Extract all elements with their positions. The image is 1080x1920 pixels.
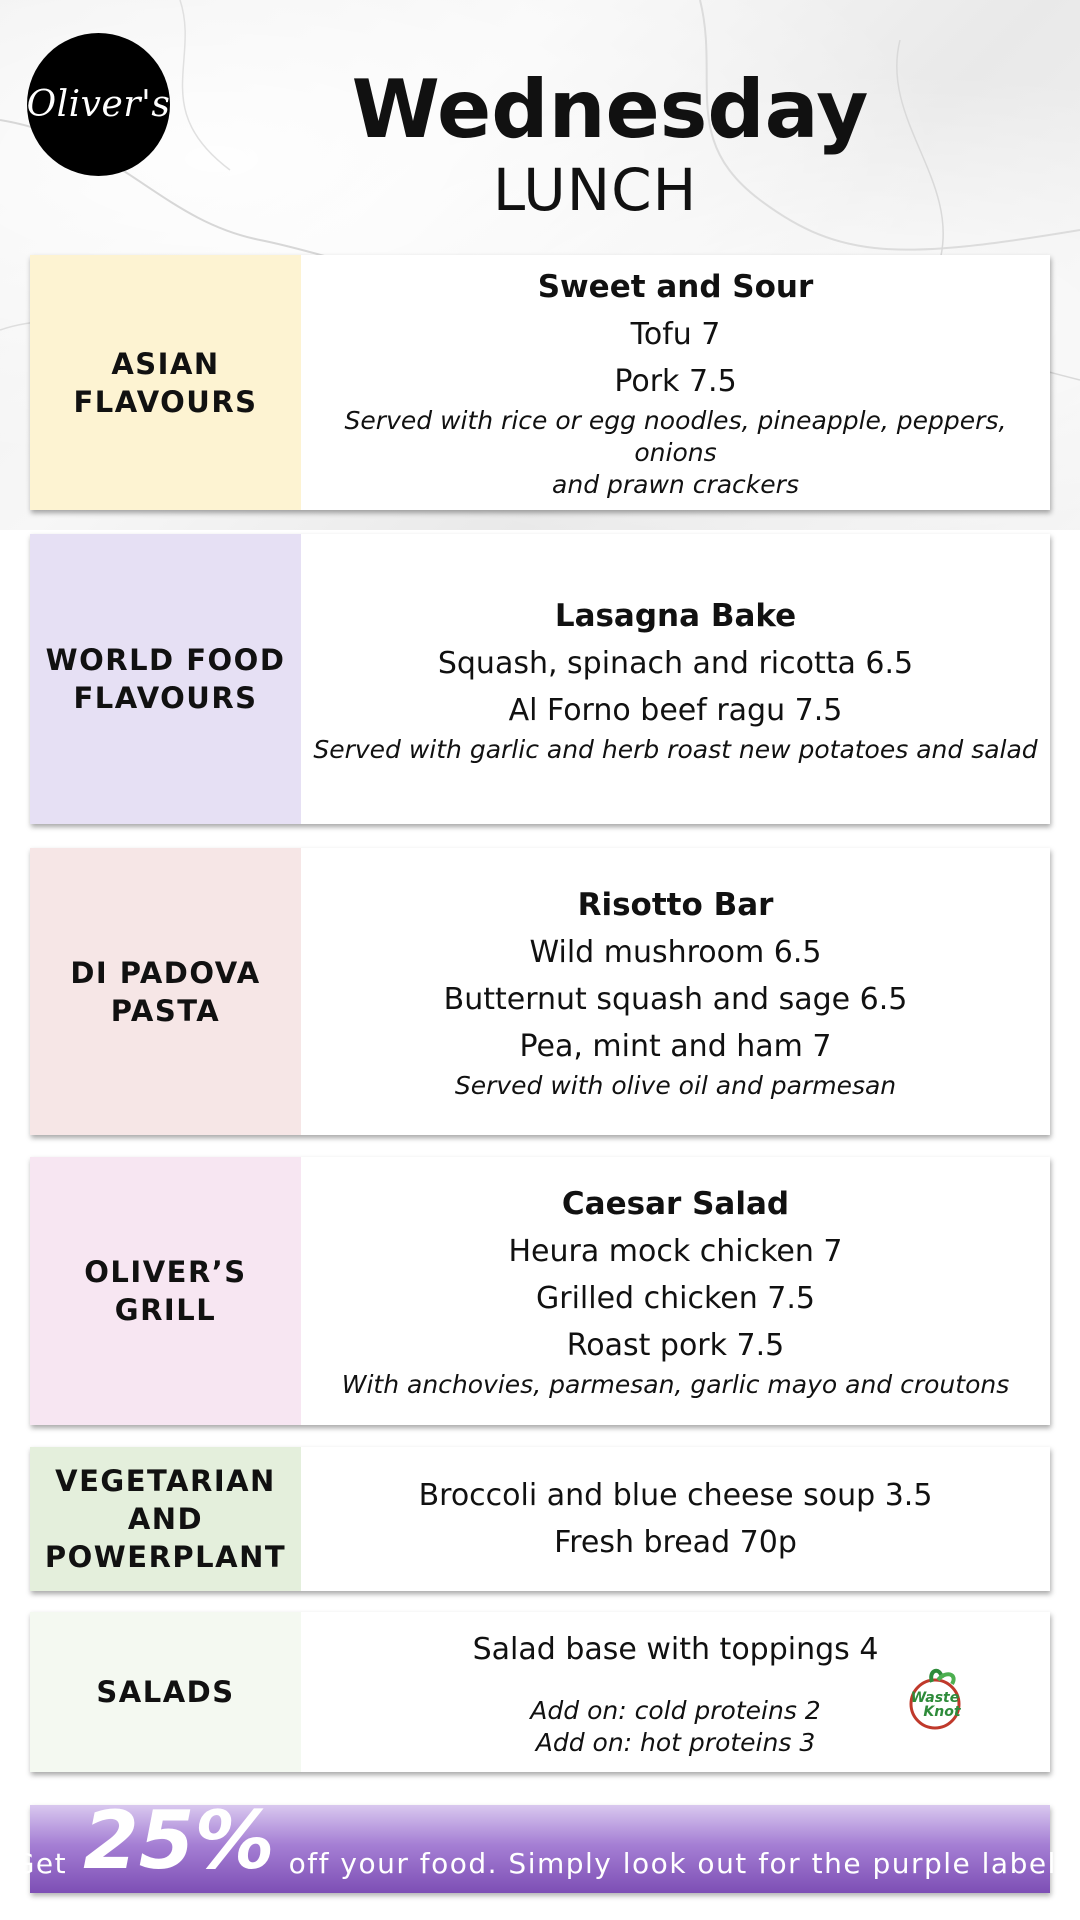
menu-item: Tofu 7 xyxy=(630,317,721,352)
page-subtitle: LUNCH xyxy=(492,156,698,224)
section-items: Risotto Bar Wild mushroom 6.5 Butternut … xyxy=(301,848,1050,1135)
menu-note: Served with olive oil and parmesan xyxy=(454,1070,897,1100)
section-items: Sweet and Sour Tofu 7 Pork 7.5 Served wi… xyxy=(301,255,1050,510)
menu-section-grill: OLIVER’S GRILL Caesar Salad Heura mock c… xyxy=(30,1157,1050,1425)
section-items: Caesar Salad Heura mock chicken 7 Grille… xyxy=(301,1157,1050,1425)
menu-note: Add on: hot proteins 3 xyxy=(535,1727,816,1757)
category-label: VEGETARIAN AND POWERPLANT xyxy=(30,1447,301,1591)
menu-item: Broccoli and blue cheese soup 3.5 xyxy=(418,1478,933,1513)
menu-item: Salad base with toppings 4 xyxy=(472,1631,879,1667)
menu-item: Fresh bread 70p xyxy=(554,1525,797,1560)
menu-section-vegetarian: VEGETARIAN AND POWERPLANT Broccoli and b… xyxy=(30,1447,1050,1591)
menu-section-world-food: WORLD FOOD FLAVOURS Lasagna Bake Squash,… xyxy=(30,534,1050,824)
category-label: OLIVER’S GRILL xyxy=(30,1157,301,1425)
dish-title: Risotto Bar xyxy=(577,886,774,923)
section-items: Salad base with toppings 4 Add on: cold … xyxy=(301,1612,1050,1772)
menu-item: Pork 7.5 xyxy=(614,364,737,399)
discount-banner: Get 25% off your food. Simply look out f… xyxy=(13,1801,1066,1893)
menu-item: Al Forno beef ragu 7.5 xyxy=(508,692,843,728)
dish-title: Caesar Salad xyxy=(561,1186,790,1222)
olivers-logo: Oliver's xyxy=(27,33,170,176)
menu-item: Grilled chicken 7.5 xyxy=(536,1281,815,1316)
menu-note: Add on: cold proteins 2 xyxy=(530,1695,821,1725)
menu-note: Served with rice or egg noodles, pineapp… xyxy=(344,406,1007,467)
logo-text: Oliver's xyxy=(26,84,171,125)
menu-note: With anchovies, parmesan, garlic mayo an… xyxy=(341,1370,1010,1399)
section-items: Lasagna Bake Squash, spinach and ricotta… xyxy=(301,534,1050,824)
menu-section-pasta: DI PADOVA PASTA Risotto Bar Wild mushroo… xyxy=(30,848,1050,1135)
menu-item: Butternut squash and sage 6.5 xyxy=(443,981,908,1017)
category-label: DI PADOVA PASTA xyxy=(30,848,301,1135)
menu-note: Served with garlic and herb roast new po… xyxy=(313,734,1038,764)
category-label: ASIAN FLAVOURS xyxy=(30,255,301,510)
menu-note: and prawn crackers xyxy=(552,470,799,499)
menu-item: Heura mock chicken 7 xyxy=(508,1234,843,1269)
promo-percent: 25% xyxy=(83,1794,275,1887)
menu-section-asian: ASIAN FLAVOURS Sweet and Sour Tofu 7 Por… xyxy=(30,255,1050,510)
waste-knot-logo-icon: Waste Knot xyxy=(909,1668,962,1730)
promo-prefix: Get xyxy=(12,1847,68,1880)
section-items: Broccoli and blue cheese soup 3.5 Fresh … xyxy=(301,1447,1050,1591)
promo-suffix: off your food. Simply look out for the p… xyxy=(288,1847,1068,1880)
menu-item: Roast pork 7.5 xyxy=(566,1328,785,1363)
waste-knot-text-2: Knot xyxy=(923,1704,961,1720)
category-label: SALADS xyxy=(30,1612,301,1772)
dish-title: Sweet and Sour xyxy=(537,269,814,305)
menu-section-salads: SALADS Salad base with toppings 4 Add on… xyxy=(30,1612,1050,1772)
dish-title: Lasagna Bake xyxy=(554,597,797,634)
menu-item: Squash, spinach and ricotta 6.5 xyxy=(437,645,914,681)
menu-item: Wild mushroom 6.5 xyxy=(529,934,822,970)
waste-knot-text-1: Waste xyxy=(911,1690,959,1706)
page-title: Wednesday xyxy=(351,63,869,156)
category-label: WORLD FOOD FLAVOURS xyxy=(30,534,301,824)
menu-item: Pea, mint and ham 7 xyxy=(519,1028,832,1064)
